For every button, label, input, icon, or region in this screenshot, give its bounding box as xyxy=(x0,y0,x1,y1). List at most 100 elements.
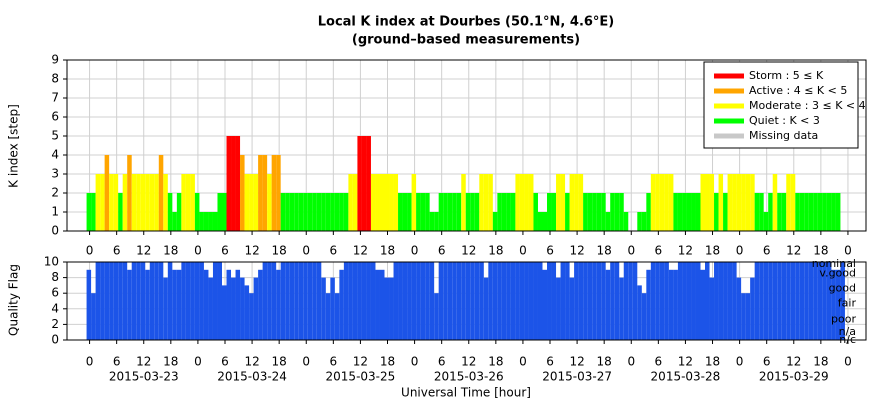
bar xyxy=(298,193,304,231)
legend-label: Moderate : 3 ≤ K < 4 xyxy=(749,99,866,112)
bar xyxy=(149,262,155,340)
x-tick-label: 18 xyxy=(597,244,612,258)
bar xyxy=(754,262,760,340)
bar xyxy=(303,262,308,340)
bar xyxy=(556,277,561,340)
bar xyxy=(384,277,390,340)
bar xyxy=(140,262,146,340)
bar xyxy=(212,262,218,340)
quality-label: fair xyxy=(838,296,857,309)
bar xyxy=(790,262,796,340)
y-tick-label: 2 xyxy=(51,186,59,200)
bar xyxy=(515,174,520,231)
bar xyxy=(501,193,507,231)
bar xyxy=(759,262,764,340)
bar xyxy=(407,193,412,231)
bar xyxy=(772,262,778,340)
x-tick-label: 0 xyxy=(844,355,852,369)
bar xyxy=(623,212,629,231)
quality-label: v.good xyxy=(819,267,856,280)
x-tick-label: 0 xyxy=(302,244,310,258)
bar xyxy=(434,212,439,231)
x-tick-label: 12 xyxy=(136,355,151,369)
bar xyxy=(316,262,322,340)
bar xyxy=(551,262,557,340)
bar xyxy=(587,193,593,231)
bar xyxy=(190,174,195,231)
x-tick-label: 12 xyxy=(569,355,584,369)
bar xyxy=(420,193,426,231)
x-tick-label: 6 xyxy=(438,355,446,369)
x-tick-label: 6 xyxy=(438,244,446,258)
x-tick-label: 0 xyxy=(844,244,852,258)
bar xyxy=(772,174,778,231)
x-tick-label: 18 xyxy=(272,355,287,369)
bar xyxy=(425,262,430,340)
bar xyxy=(479,262,484,340)
x-tick-label: 0 xyxy=(194,355,202,369)
bar xyxy=(461,262,466,340)
bar xyxy=(393,174,399,231)
bar xyxy=(398,262,403,340)
bar xyxy=(483,174,489,231)
bar xyxy=(826,193,832,231)
bar xyxy=(194,262,200,340)
date-label: 2015-03-23 xyxy=(109,370,179,384)
bar xyxy=(429,212,435,231)
bar xyxy=(835,193,841,231)
x-tick-label: 12 xyxy=(569,244,584,258)
bar xyxy=(158,155,164,231)
bar xyxy=(172,212,177,231)
bar xyxy=(637,212,642,231)
bar xyxy=(154,174,159,231)
legend-label: Missing data xyxy=(749,129,818,142)
chart-subtitle: (ground–based measurements) xyxy=(352,33,580,48)
quality-label: n/c xyxy=(839,333,856,346)
bar xyxy=(136,174,141,231)
x-tick-label: 18 xyxy=(597,355,612,369)
bar xyxy=(334,193,340,231)
bar xyxy=(831,269,836,340)
x-tick-label: 18 xyxy=(488,244,503,258)
x-tick-label: 0 xyxy=(411,244,419,258)
x-tick-label: 12 xyxy=(461,355,476,369)
bar xyxy=(560,262,566,340)
x-tick-label: 6 xyxy=(113,355,121,369)
bar xyxy=(452,262,457,340)
x-tick-label: 0 xyxy=(411,355,419,369)
bar xyxy=(181,174,186,231)
bar xyxy=(700,269,706,340)
bar xyxy=(768,193,773,231)
bar xyxy=(375,174,380,231)
x-tick-label: 0 xyxy=(86,355,94,369)
bar xyxy=(258,269,263,340)
bar xyxy=(163,174,168,231)
bar xyxy=(492,212,498,231)
bar xyxy=(167,193,173,231)
bar xyxy=(366,262,371,340)
legend-label: Quiet : K < 3 xyxy=(749,114,820,127)
bar xyxy=(465,193,471,231)
bar xyxy=(194,193,200,231)
bar xyxy=(709,277,715,340)
bar xyxy=(316,193,322,231)
bar xyxy=(244,174,250,231)
bar xyxy=(203,269,209,340)
bar xyxy=(289,262,295,340)
bar xyxy=(361,262,367,340)
bar xyxy=(217,193,222,231)
y-tick-label: 0 xyxy=(51,333,59,347)
bar xyxy=(565,193,570,231)
bar xyxy=(686,262,692,340)
bar xyxy=(655,262,660,340)
bar xyxy=(763,262,769,340)
quality-label: poor xyxy=(831,313,856,326)
date-label: 2015-03-29 xyxy=(759,370,829,384)
bar xyxy=(447,262,453,340)
bar xyxy=(537,262,543,340)
bar xyxy=(682,262,687,340)
bar xyxy=(267,174,272,231)
bar xyxy=(357,262,362,340)
bar xyxy=(249,174,254,231)
bar xyxy=(614,262,620,340)
